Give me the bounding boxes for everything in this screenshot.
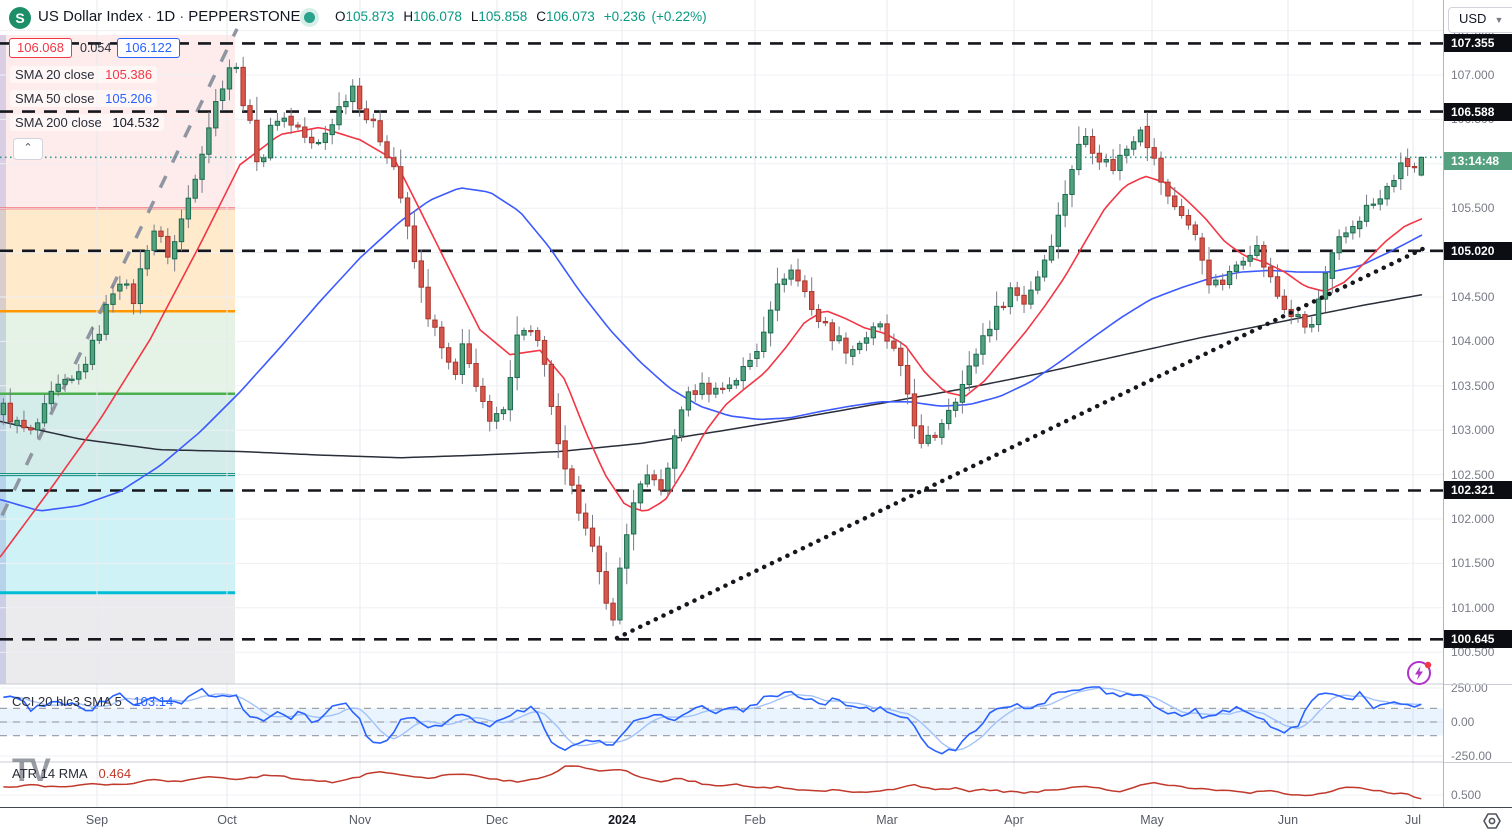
countdown-timer-label: 13:14:48	[1444, 152, 1512, 171]
time-axis-label-nov: Nov	[348, 813, 372, 827]
time-axis-label-apr: Apr	[1004, 813, 1024, 827]
high-label: H	[403, 9, 414, 24]
time-axis-label-jun: Jun	[1277, 813, 1299, 827]
symbol-name[interactable]: US Dollar Index	[38, 8, 144, 25]
currency-label: USD	[1459, 11, 1487, 26]
lightning-icon	[1407, 661, 1432, 685]
price-level-label: 102.321	[1444, 481, 1512, 500]
trendline-price-label-blue: 106.122	[117, 38, 180, 58]
price-level-label: 105.020	[1444, 241, 1512, 260]
price-axis-tick: 107.000	[1451, 68, 1495, 82]
price-axis-tick: 105.500	[1451, 201, 1495, 216]
chevron-down-icon: ▼	[1494, 15, 1504, 25]
legend-sma-20[interactable]: SMA 20 close 105.386	[10, 66, 158, 83]
time-axis-label-mar: Mar	[876, 813, 898, 827]
price-axis-tick: 103.500	[1451, 378, 1495, 393]
price-chart-canvas[interactable]	[0, 0, 1443, 807]
legend-sma-200[interactable]: SMA 200 close 104.532	[10, 114, 165, 131]
price-axis-tick: 104.000	[1451, 334, 1495, 349]
time-axis-label-oct: Oct	[217, 813, 237, 827]
close-value: 106.073	[545, 9, 595, 24]
low-value: 105.858	[478, 9, 528, 24]
gear-icon	[1483, 813, 1501, 829]
cci-axis-tick: 0.00	[1451, 715, 1475, 729]
data-feed-status-icon	[304, 12, 315, 23]
open-value: 105.873	[345, 9, 395, 24]
price-scale[interactable]: USD▼ 107.500107.000106.500106.000105.500…	[1443, 0, 1512, 833]
timeframe[interactable]: 1D	[156, 8, 176, 25]
chart-legend-header: S US Dollar Index · 1D · PEPPERSTONE O105.87…	[0, 0, 1443, 36]
sma50-label: SMA 50 close	[15, 91, 95, 106]
price-axis-tick: 103.000	[1451, 423, 1495, 438]
time-axis-label-may: May	[1140, 813, 1164, 827]
legend-collapse-button[interactable]: ⌃	[13, 138, 43, 160]
price-level-label: 106.588	[1444, 102, 1512, 121]
time-scale[interactable]: Sep Oct Nov Dec 2024 Feb Mar Apr May Jun Jul	[0, 807, 1512, 833]
symbol-title[interactable]: US Dollar Index · 1D · PEPPERSTONE	[38, 8, 301, 25]
sma200-label: SMA 200 close	[15, 115, 102, 130]
price-axis-tick: 102.000	[1451, 512, 1495, 526]
flash-streams-button[interactable]	[1404, 658, 1434, 688]
exchange-name[interactable]: PEPPERSTONE	[188, 8, 301, 25]
price-axis-tick: 102.500	[1451, 467, 1495, 482]
atr-value: 0.464	[98, 766, 132, 781]
currency-dropdown[interactable]: USD ▼	[1448, 7, 1512, 33]
time-axis-label-jul: Jul	[1405, 813, 1421, 827]
title-separator: ·	[147, 8, 153, 25]
low-label: L	[470, 9, 479, 24]
legend-sma-50[interactable]: SMA 50 close 105.206	[10, 90, 158, 107]
change-percent: (+0.22%)	[651, 9, 707, 24]
title-separator2: ·	[179, 8, 185, 25]
atr-axis-tick: 0.500	[1451, 788, 1482, 802]
time-axis-label-dec: Dec	[485, 813, 509, 827]
candles-group	[0, 56, 1425, 627]
price-level-label: 100.645	[1444, 630, 1512, 649]
time-axis-label-sep: Sep	[85, 813, 109, 827]
high-value: 106.078	[413, 9, 462, 24]
cci-value: 103.14	[133, 694, 174, 709]
atr-label: ATR 14 RMA	[12, 766, 87, 781]
price-axis-tick: 100.500	[1451, 645, 1495, 660]
sma200-value: 104.532	[112, 115, 160, 130]
open-label: O	[335, 9, 346, 24]
price-difference-label: 0.054	[80, 41, 112, 55]
legend-cci[interactable]: CCI 20 hlc3 SMA 5 103.14	[12, 694, 173, 709]
time-axis-label-2024: 2024	[608, 813, 636, 827]
timezone-settings-button[interactable]	[1481, 811, 1503, 831]
price-axis-tick: 104.500	[1451, 290, 1495, 304]
sma20-value: 105.386	[105, 67, 153, 82]
price-axis-tick: 101.500	[1451, 556, 1495, 571]
pane-separator-2[interactable]	[1444, 762, 1512, 763]
sma20-label: SMA 20 close	[15, 67, 95, 82]
legend-atr[interactable]: ATR 14 RMA 0.464	[12, 766, 131, 781]
symbol-logo-icon[interactable]: S	[9, 7, 31, 29]
trendline-price-label-red: 106.068	[9, 38, 72, 58]
price-level-label: 107.355	[1444, 34, 1512, 53]
time-axis-label-feb: Feb	[744, 813, 766, 827]
cci-axis-tick: -250.00	[1451, 749, 1492, 763]
pane-separator[interactable]	[1444, 684, 1512, 685]
change-value: +0.236	[603, 9, 646, 24]
ohlc-readout: O105.873 H106.078 L105.858 C106.073 +0.236 (+…	[335, 9, 707, 24]
price-axis-tick: 101.000	[1451, 600, 1495, 615]
cci-label: CCI 20 hlc3 SMA 5	[12, 694, 122, 709]
sma50-value: 105.206	[105, 91, 153, 106]
close-label: C	[536, 9, 546, 24]
tradingview-watermark-logo: TV	[12, 752, 51, 788]
